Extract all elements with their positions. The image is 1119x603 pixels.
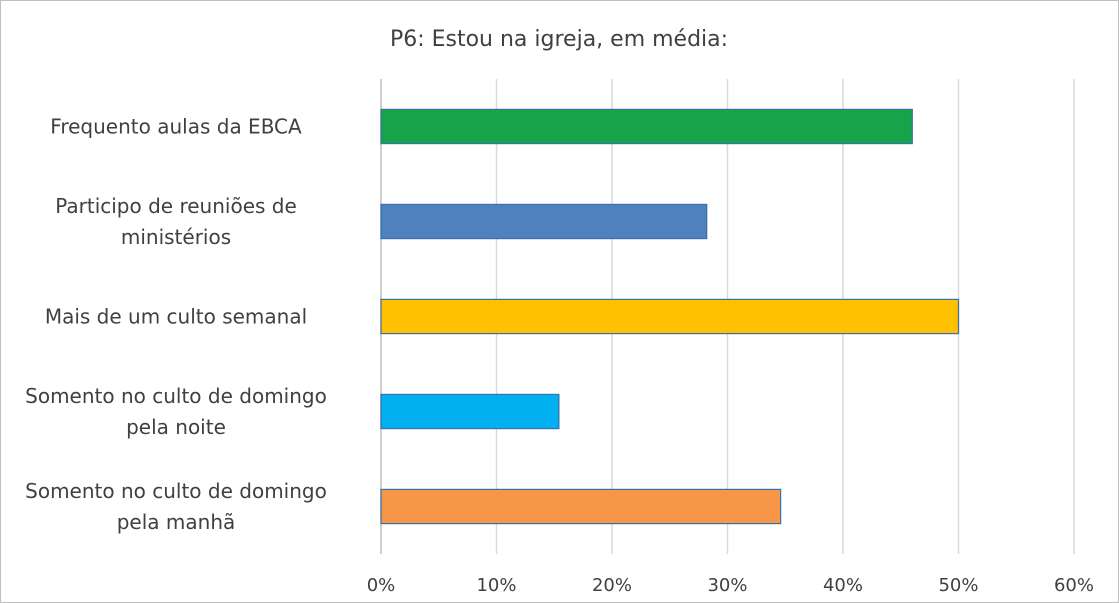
category-label: pela noite — [126, 415, 226, 439]
category-label: Frequento aulas da EBCA — [50, 115, 302, 139]
bar — [380, 203, 708, 240]
x-tick-label: 50% — [938, 575, 978, 596]
bar — [380, 298, 960, 335]
bars — [380, 108, 960, 525]
category-label: Somento no culto de domingo — [25, 479, 327, 503]
x-tick-label: 0% — [367, 575, 396, 596]
category-label: Participo de reuniões de — [55, 194, 297, 218]
category-labels: Frequento aulas da EBCA Participo de reun… — [25, 115, 327, 535]
x-tick-label: 60% — [1054, 575, 1094, 596]
x-tick-label: 10% — [476, 575, 516, 596]
x-tick-label: 40% — [823, 575, 863, 596]
x-tick-label: 20% — [592, 575, 632, 596]
bar — [380, 488, 782, 525]
x-tick-label: 30% — [707, 575, 747, 596]
category-label: ministérios — [121, 225, 231, 249]
chart-title: P6: Estou na igreja, em média: — [390, 27, 728, 52]
x-tick-labels: 0% 10% 20% 30% 40% 50% 60% — [367, 575, 1094, 596]
bar — [380, 393, 560, 430]
category-label: pela manhã — [117, 510, 236, 534]
bar — [380, 108, 913, 145]
category-label: Mais de um culto semanal — [45, 305, 307, 329]
category-label: Somento no culto de domingo — [25, 384, 327, 408]
